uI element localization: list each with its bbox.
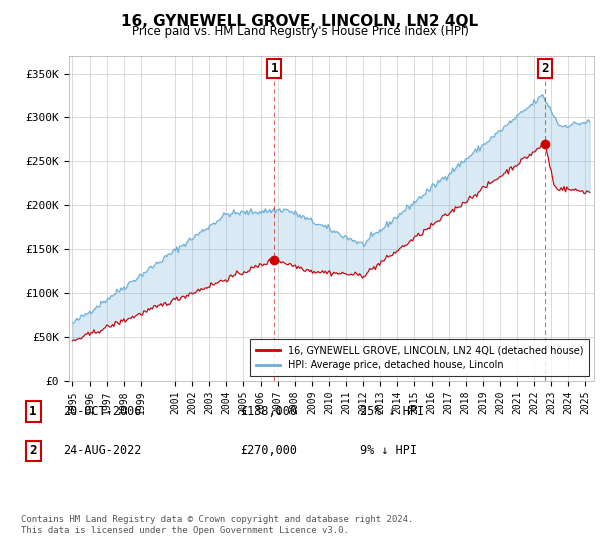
Text: 2: 2	[541, 62, 549, 75]
Text: Price paid vs. HM Land Registry's House Price Index (HPI): Price paid vs. HM Land Registry's House …	[131, 25, 469, 38]
Text: 24-AUG-2022: 24-AUG-2022	[63, 444, 142, 458]
Text: £270,000: £270,000	[240, 444, 297, 458]
Text: £138,000: £138,000	[240, 405, 297, 418]
Text: 9% ↓ HPI: 9% ↓ HPI	[360, 444, 417, 458]
Text: 1: 1	[29, 405, 37, 418]
Text: 2: 2	[29, 444, 37, 458]
Text: Contains HM Land Registry data © Crown copyright and database right 2024.
This d: Contains HM Land Registry data © Crown c…	[21, 515, 413, 535]
Text: 20-OCT-2006: 20-OCT-2006	[63, 405, 142, 418]
Text: 25% ↓ HPI: 25% ↓ HPI	[360, 405, 424, 418]
Legend: 16, GYNEWELL GROVE, LINCOLN, LN2 4QL (detached house), HPI: Average price, detac: 16, GYNEWELL GROVE, LINCOLN, LN2 4QL (de…	[250, 339, 589, 376]
Text: 16, GYNEWELL GROVE, LINCOLN, LN2 4QL: 16, GYNEWELL GROVE, LINCOLN, LN2 4QL	[121, 14, 479, 29]
Text: 1: 1	[271, 62, 278, 75]
